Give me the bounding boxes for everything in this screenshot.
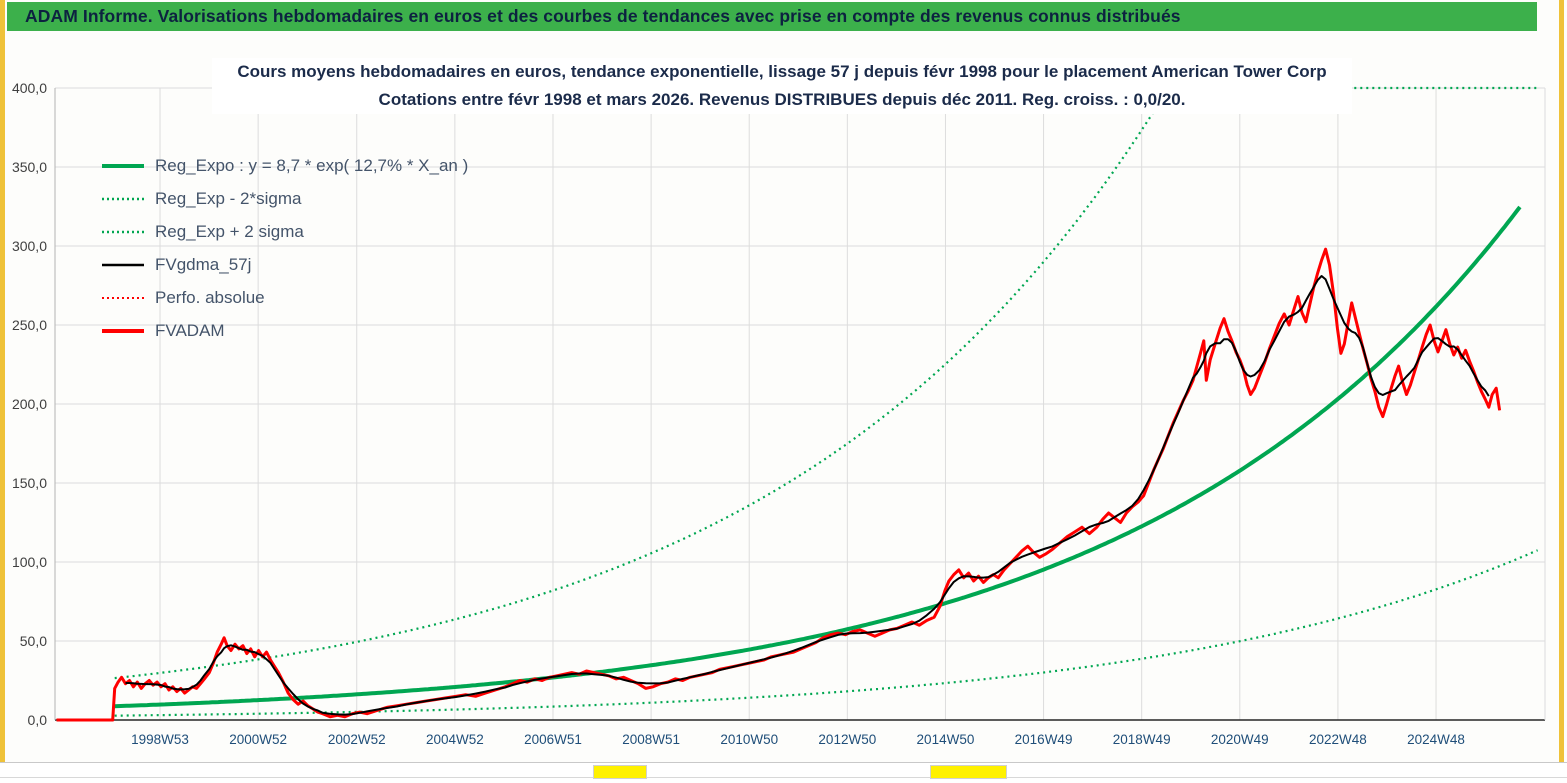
chart-title-line2: Cotations entre févr 1998 et mars 2026. … <box>378 90 1186 110</box>
x-tick-label: 2008W51 <box>622 732 680 747</box>
legend-item-perfo-absolue[interactable]: Perfo. absolue <box>100 281 468 314</box>
x-tick-label: 2010W50 <box>720 732 778 747</box>
highlight-cell[interactable] <box>930 765 1007 779</box>
legend-label: FVgdma_57j <box>155 254 252 274</box>
series-fvgdma-57j <box>125 275 1490 716</box>
legend-label: FVADAM <box>155 320 225 340</box>
banner: ADAM Informe. Valorisations hebdomadaire… <box>7 2 1537 31</box>
y-tick-label: 400,0 <box>12 80 47 96</box>
legend-label: Reg_Exp + 2 sigma <box>155 221 304 241</box>
y-tick-label: 300,0 <box>12 238 47 254</box>
x-tick-label: 2000W52 <box>229 732 287 747</box>
highlight-cell[interactable] <box>593 765 647 779</box>
y-tick-label: 100,0 <box>12 554 47 570</box>
legend-line-minus-2sigma-icon <box>102 197 144 200</box>
legend-item-fvadam[interactable]: FVADAM <box>100 314 468 347</box>
x-tick-label: 2014W50 <box>917 732 975 747</box>
x-tick-label: 1998W53 <box>131 732 189 747</box>
chart-legend: Reg_Expo : y = 8,7 * exp( 12,7% * X_an )… <box>100 149 468 347</box>
sheet-footer-row <box>0 762 1567 783</box>
x-tick-label: 2002W52 <box>328 732 386 747</box>
y-tick-label: 350,0 <box>12 159 47 175</box>
x-tick-label: 2016W49 <box>1015 732 1073 747</box>
y-tick-label: 150,0 <box>12 475 47 491</box>
series-reg-expo <box>114 205 1522 709</box>
legend-label: Reg_Expo : y = 8,7 * exp( 12,7% * X_an ) <box>155 155 469 175</box>
chart-title-line1: Cours moyens hebdomadaires en euros, ten… <box>237 62 1327 81</box>
legend-item-reg-exp-plus-2sigma[interactable]: Reg_Exp + 2 sigma <box>100 215 468 248</box>
legend-item-reg-expo[interactable]: Reg_Expo : y = 8,7 * exp( 12,7% * X_an ) <box>100 149 468 182</box>
legend-line-plus-2sigma-icon <box>102 230 144 233</box>
x-tick-label: 2022W48 <box>1309 732 1367 747</box>
x-tick-label: 2004W52 <box>426 732 484 747</box>
x-tick-label: 2020W49 <box>1211 732 1269 747</box>
x-tick-label: 2006W51 <box>524 732 582 747</box>
legend-label: Reg_Exp - 2*sigma <box>155 188 302 208</box>
y-tick-label: 0,0 <box>28 712 48 728</box>
left-edge-highlight <box>0 0 5 783</box>
series-fvadam <box>56 247 1502 722</box>
legend-line-perfo-icon <box>102 296 144 299</box>
legend-item-reg-exp-minus-2sigma[interactable]: Reg_Exp - 2*sigma <box>100 182 468 215</box>
y-tick-label: 250,0 <box>12 317 47 333</box>
y-tick-label: 200,0 <box>12 396 47 412</box>
legend-line-fvadam-icon <box>102 328 144 333</box>
sheet-footer-gridline <box>0 777 1567 778</box>
right-edge-highlight <box>1559 0 1564 783</box>
legend-line-fvgdma-icon <box>102 263 144 266</box>
banner-title: ADAM Informe. Valorisations hebdomadaire… <box>25 6 1181 26</box>
y-tick-label: 50,0 <box>20 633 47 649</box>
legend-line-reg-expo-icon <box>102 163 144 168</box>
chart-title: Cours moyens hebdomadaires en euros, ten… <box>212 58 1352 115</box>
legend-item-fvgdma-57j[interactable]: FVgdma_57j <box>100 248 468 281</box>
x-tick-label: 2024W48 <box>1407 732 1465 747</box>
legend-label: Perfo. absolue <box>155 287 265 307</box>
x-tick-label: 2012W50 <box>818 732 876 747</box>
x-tick-label: 2018W49 <box>1113 732 1171 747</box>
